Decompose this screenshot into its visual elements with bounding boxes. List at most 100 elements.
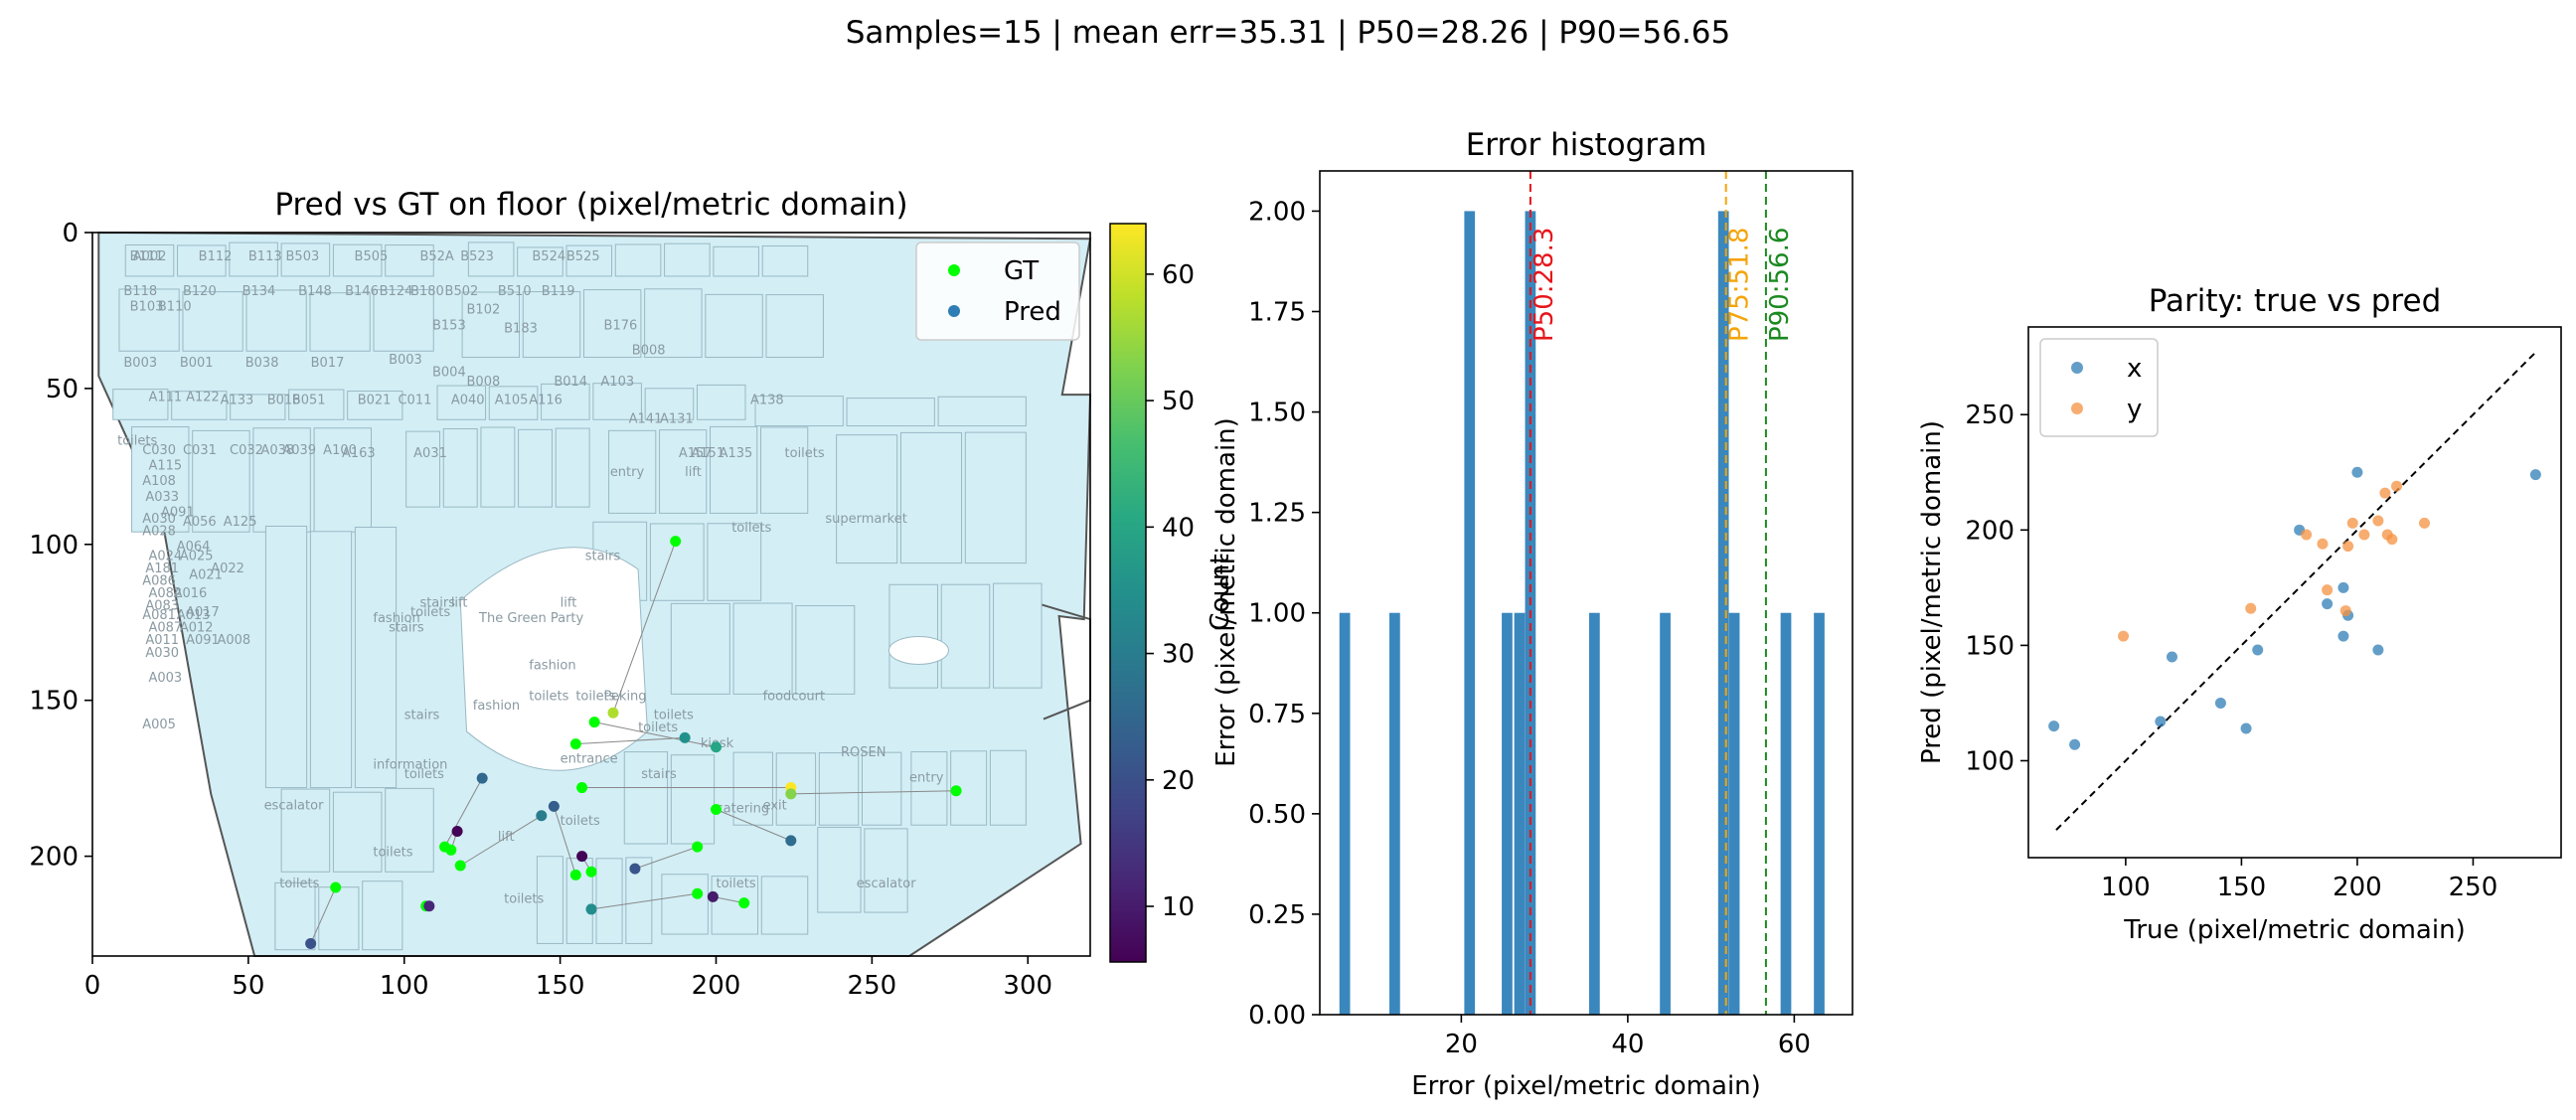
map-area-label-36: foodcourt — [763, 690, 826, 705]
shop-unit-71 — [385, 787, 434, 873]
parity-x-point-14 — [2529, 469, 2541, 481]
connector-5 — [790, 790, 957, 795]
map-room-label-1: B112 — [199, 249, 233, 264]
map-room-label-48: C030 — [142, 443, 176, 458]
map-area-label-17: entry — [909, 770, 944, 785]
map-area-label-39: fashion — [529, 658, 575, 673]
map-area-label-15: lift — [685, 465, 702, 480]
histogram-xlabel: Error (pixel/metric domain) — [1411, 1071, 1761, 1101]
colorbar-tick-label-2: 30 — [1162, 640, 1195, 670]
pred-point-0 — [607, 707, 619, 719]
map-room-label-5: B52A — [419, 249, 453, 264]
pred-point-11 — [629, 863, 641, 875]
map-area-label-35: stairs — [389, 621, 424, 636]
shop-unit-40 — [252, 427, 311, 533]
shop-unit-47 — [480, 426, 516, 508]
histogram-bar-4 — [1514, 612, 1526, 1015]
pred-point-14 — [305, 937, 317, 949]
shop-unit-31 — [541, 383, 590, 420]
parity-y-point-3 — [2317, 538, 2329, 550]
parity-x-tick-label-3: 250 — [2449, 873, 2498, 902]
histogram-bar-1 — [1389, 612, 1400, 1015]
map-area-label-38: information — [373, 758, 447, 773]
map-area-label-6: toilets — [731, 521, 771, 536]
map-room-label-63: A030 — [142, 512, 176, 527]
pred-point-1 — [711, 741, 722, 753]
x-tick-label-1: 50 — [232, 971, 264, 1001]
floor-map-axes: 0 50 100 150 200 250 300 0 50 100 150 200 — [29, 219, 1091, 1001]
map-area-label-1: toilets — [279, 877, 319, 891]
map-room-label-3: B503 — [286, 249, 320, 264]
shop-unit-90 — [362, 880, 403, 951]
map-room-label-60: A108 — [142, 474, 176, 489]
map-area-label-4: stairs — [585, 549, 621, 563]
parity-legend: xy — [2039, 338, 2159, 437]
map-room-label-59: A115 — [148, 458, 182, 473]
map-room-label-62: A091 — [161, 506, 195, 521]
histogram-ylabel: Count — [1206, 554, 1235, 630]
map-area-label-29: lift — [561, 596, 577, 611]
gt-point-13 — [738, 897, 750, 909]
shop-unit-37 — [937, 396, 1027, 427]
shop-unit-78 — [910, 750, 948, 826]
histogram-bar-8 — [1717, 211, 1729, 1015]
shop-unit-32 — [592, 383, 642, 420]
gt-point-8 — [454, 860, 466, 872]
connector-11 — [634, 846, 698, 870]
hist-y-tick-label-3: 0.75 — [1248, 700, 1306, 729]
shop-unit-80 — [989, 749, 1027, 826]
parity-axes: 100 150 200 250 100 150 200 250 — [1965, 326, 2562, 902]
connector-14 — [310, 886, 337, 944]
histogram-frame — [1319, 170, 1853, 1016]
hist-y-tick-label-8: 2.00 — [1248, 197, 1306, 227]
shop-unit-86 — [711, 876, 759, 935]
floor-map-panel: Pred vs GT on floor (pixel/metric domain… — [29, 187, 1195, 1001]
pred-point-2 — [679, 731, 691, 743]
shop-unit-72 — [623, 751, 669, 845]
map-area-label-32: fashion — [373, 611, 419, 626]
map-room-label-81: A012 — [180, 621, 214, 636]
shop-unit-23 — [765, 294, 824, 359]
shop-unit-17 — [373, 288, 434, 352]
floor-map-title: Pred vs GT on floor (pixel/metric domain… — [274, 187, 907, 223]
map-room-label-47: A131 — [660, 411, 694, 426]
map-room-label-7: B524 — [532, 249, 565, 264]
parity-x-point-9 — [2337, 581, 2349, 593]
map-area-label-31: Peking — [604, 690, 647, 705]
parity-y-point-14 — [2419, 517, 2431, 529]
parity-x-tick-label-1: 150 — [2217, 873, 2267, 902]
map-room-label-66: A028 — [142, 524, 176, 539]
histogram-axes: 20 40 60 0.00 0.25 0.50 0.75 1.00 1.25 1.50 1.75 2.… — [1248, 170, 1853, 1059]
map-room-label-74: A082 — [148, 586, 182, 601]
error-colorbar: 10 20 30 40 50 60 — [1109, 223, 1195, 963]
map-room-label-39: B051 — [292, 394, 326, 408]
x-tick-label-0: 0 — [84, 971, 101, 1001]
pred-point-6 — [451, 825, 463, 837]
shop-unit-11 — [713, 245, 759, 277]
map-room-label-88: A002 — [133, 249, 167, 264]
shop-unit-68 — [993, 582, 1043, 689]
parity-y-point-10 — [2379, 487, 2391, 499]
shop-unit-59 — [707, 523, 762, 601]
map-room-label-2: B113 — [248, 249, 282, 264]
map-room-label-49: C031 — [183, 443, 217, 458]
shop-unit-42 — [264, 525, 308, 789]
shop-unit-89 — [318, 886, 360, 951]
shop-unit-54 — [836, 434, 898, 564]
shop-unit-8 — [565, 244, 613, 277]
histogram-bar-6 — [1589, 612, 1600, 1015]
shop-unit-34 — [696, 384, 746, 420]
shop-unit-2 — [229, 241, 278, 277]
parity-y-point-5 — [2339, 605, 2351, 617]
parity-y-point-7 — [2346, 517, 2358, 529]
shop-unit-20 — [582, 289, 642, 359]
gt-point-5 — [950, 785, 962, 797]
hist-y-tick-label-0: 0.00 — [1248, 1001, 1306, 1031]
map-room-label-4: B505 — [355, 249, 389, 264]
shop-unit-33 — [644, 388, 695, 420]
connector-9 — [553, 806, 576, 876]
y-tick-label-1: 50 — [46, 375, 79, 404]
map-area-label-5: stairs — [641, 767, 677, 782]
shop-unit-45 — [405, 430, 441, 508]
shop-unit-73 — [670, 754, 716, 845]
